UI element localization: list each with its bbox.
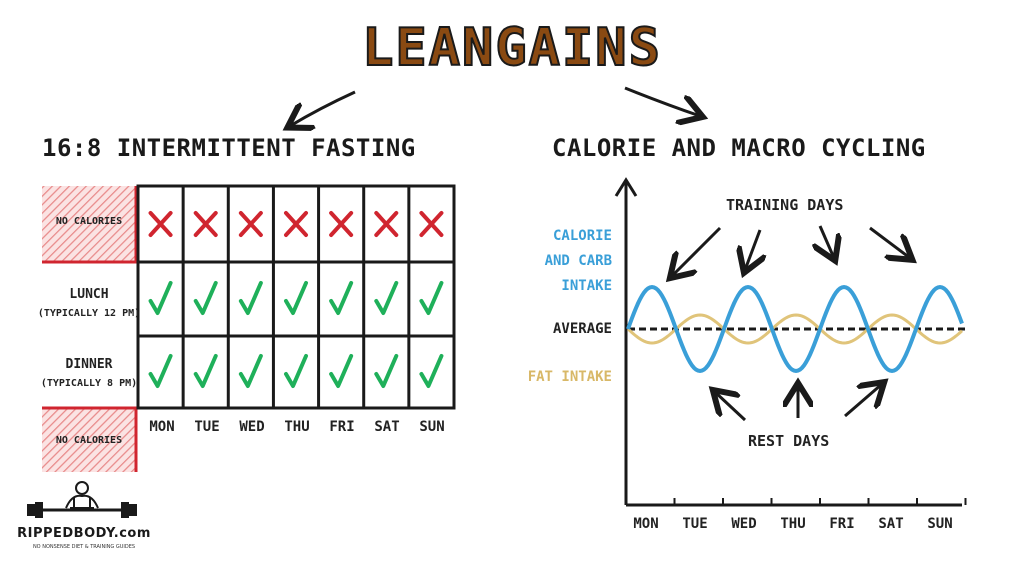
cycle-day-fri: FRI [829,516,855,532]
check-mark-thu [284,281,308,315]
check-mark-tue [193,281,218,315]
fasting-day-mon: MON [149,419,175,435]
fasting-day-tue: TUE [194,419,220,435]
carb-intake-wave [626,284,964,374]
legend-carb-line2: AND CARB [544,253,612,269]
fasting-grid [136,184,456,410]
cycle-day-sat: SAT [878,516,904,532]
check-mark-sun [419,354,444,388]
fasting-day-sun: SUN [419,419,445,435]
cross-mark-tue [193,211,218,237]
legend-fat: FAT INTAKE [527,369,612,385]
check-mark-mon [148,281,173,315]
title-arrow-right [624,86,700,116]
check-mark-fri [329,354,354,388]
row-label-no-calories-bottom: NO CALORIES [55,435,123,446]
cross-mark-thu [284,211,308,237]
check-mark-wed [238,281,263,315]
red-bracket-top [42,186,138,264]
logo-figure [27,481,137,518]
training-days-label: TRAINING DAYS [726,196,844,214]
check-mark-mon [148,354,173,388]
check-mark-sun [419,281,444,315]
cross-mark-sun [419,211,444,237]
check-mark-thu [284,354,308,388]
fasting-day-fri: FRI [329,419,355,435]
rest-arrows [715,384,882,422]
cycle-day-wed: WED [731,516,757,532]
title-arrow-left [290,90,356,126]
fasting-day-wed: WED [239,419,265,435]
logo-text: RIPPEDBODY.com [17,526,151,541]
cycle-day-mon: MON [633,516,659,532]
fasting-day-sat: SAT [374,419,400,435]
row-sub-lunch: (TYPICALLY 12 PM) [37,308,141,319]
row-sub-dinner: (TYPICALLY 8 PM) [40,378,138,389]
chart-axes [614,177,962,507]
cross-mark-fri [329,211,354,237]
red-bracket-bottom [42,406,138,472]
cross-mark-wed [238,211,263,237]
check-mark-sat [374,281,399,315]
fasting-title: 16:8 INTERMITTENT FASTING [42,134,416,162]
no-calories-hatch-bottom [42,408,136,472]
cross-mark-mon [148,211,173,237]
row-label-dinner: DINNER [65,357,113,372]
check-mark-tue [193,354,218,388]
training-arrows [672,225,910,276]
fasting-day-thu: THU [284,419,310,435]
cycling-title: CALORIE AND MACRO CYCLING [552,134,926,162]
row-label-lunch: LUNCH [69,287,109,302]
logo-tagline: NO NONSENSE DIET & TRAINING GUIDES [32,544,136,550]
cycle-day-thu: THU [780,516,806,532]
check-mark-fri [329,281,354,315]
legend-average: AVERAGE [552,321,612,337]
fat-intake-wave [626,313,964,345]
no-calories-hatch-top [42,186,136,262]
cycle-day-tue: TUE [682,516,708,532]
row-label-no-calories-top: NO CALORIES [55,216,123,227]
legend-carb-line1: CALORIE [552,228,612,244]
main-title: LEANGAINS [361,17,662,79]
check-mark-sat [374,354,399,388]
cycle-day-sun: SUN [927,516,953,532]
cross-mark-sat [374,211,399,237]
check-mark-wed [238,354,263,388]
legend-carb-line3: INTAKE [561,278,612,294]
rest-days-label: REST DAYS [748,432,830,450]
